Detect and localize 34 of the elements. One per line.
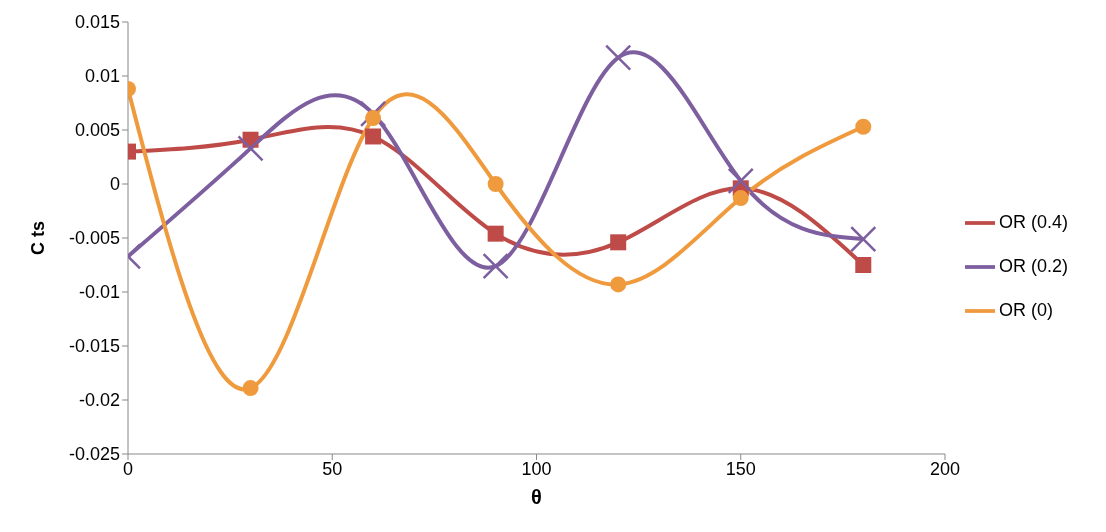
y-tick-label: -0.015 <box>68 336 120 357</box>
point <box>727 167 754 195</box>
point <box>242 380 259 397</box>
y-tick-label: 0 <box>109 174 120 195</box>
point <box>365 128 382 145</box>
legend-label: OR (0.2) <box>998 256 1068 276</box>
y-tick-label: -0.02 <box>78 390 120 411</box>
y-axis-title: C ts <box>28 220 49 256</box>
x-axis-title: θ <box>531 486 542 508</box>
point <box>487 176 504 192</box>
y-tick-label: -0.01 <box>78 282 120 303</box>
point <box>732 190 749 207</box>
point <box>604 44 632 71</box>
y-tick-label: -0.025 <box>68 444 120 465</box>
y-tick-label: 0.005 <box>74 120 120 141</box>
point <box>482 252 509 280</box>
x-tick-label: 100 <box>521 458 552 479</box>
point <box>855 257 872 273</box>
legend-label: OR (0.4) <box>998 212 1068 232</box>
legend-label: OR (0) <box>998 300 1053 320</box>
point <box>850 225 877 253</box>
point <box>365 110 382 127</box>
point <box>237 135 264 162</box>
x-tick-label: 150 <box>725 458 756 479</box>
x-tick-label: 50 <box>322 458 343 479</box>
y-tick-label: 0.01 <box>84 66 120 87</box>
point <box>855 118 872 135</box>
x-tick-label: 200 <box>929 458 961 479</box>
point <box>487 225 504 242</box>
y-tick-label: -0.005 <box>68 228 120 249</box>
point <box>610 276 627 293</box>
x-tick-label: 0 <box>122 458 134 479</box>
y-tick-label: 0.015 <box>74 12 120 33</box>
point <box>610 234 627 251</box>
